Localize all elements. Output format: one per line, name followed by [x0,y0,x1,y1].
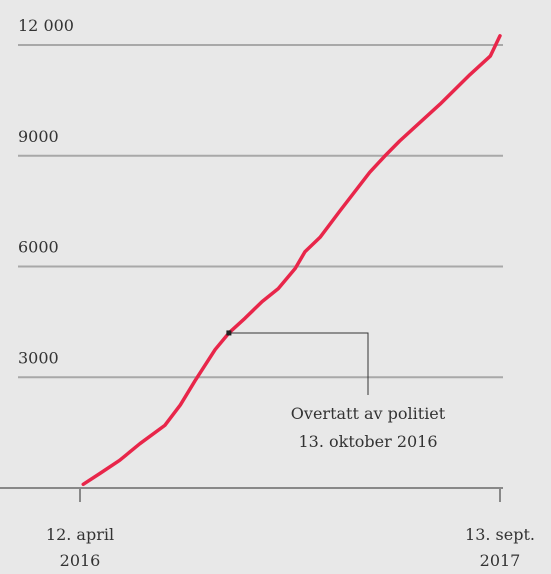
y-tick-label: 6000 [18,238,59,257]
annotation-marker [226,330,232,336]
x-tick-label: 12. april 2016 [45,525,115,570]
x-tick-label: 13. sept. 2017 [465,525,535,570]
annotation-text: 13. oktober 2016 [298,432,437,451]
annotation-text: Overtatt av politiet [291,404,446,423]
data-line [81,34,502,487]
y-tick-label: 12 000 [18,16,74,35]
annotation-leader [228,332,369,395]
y-tick-label: 9000 [18,127,59,146]
y-tick-label: 3000 [18,348,59,367]
